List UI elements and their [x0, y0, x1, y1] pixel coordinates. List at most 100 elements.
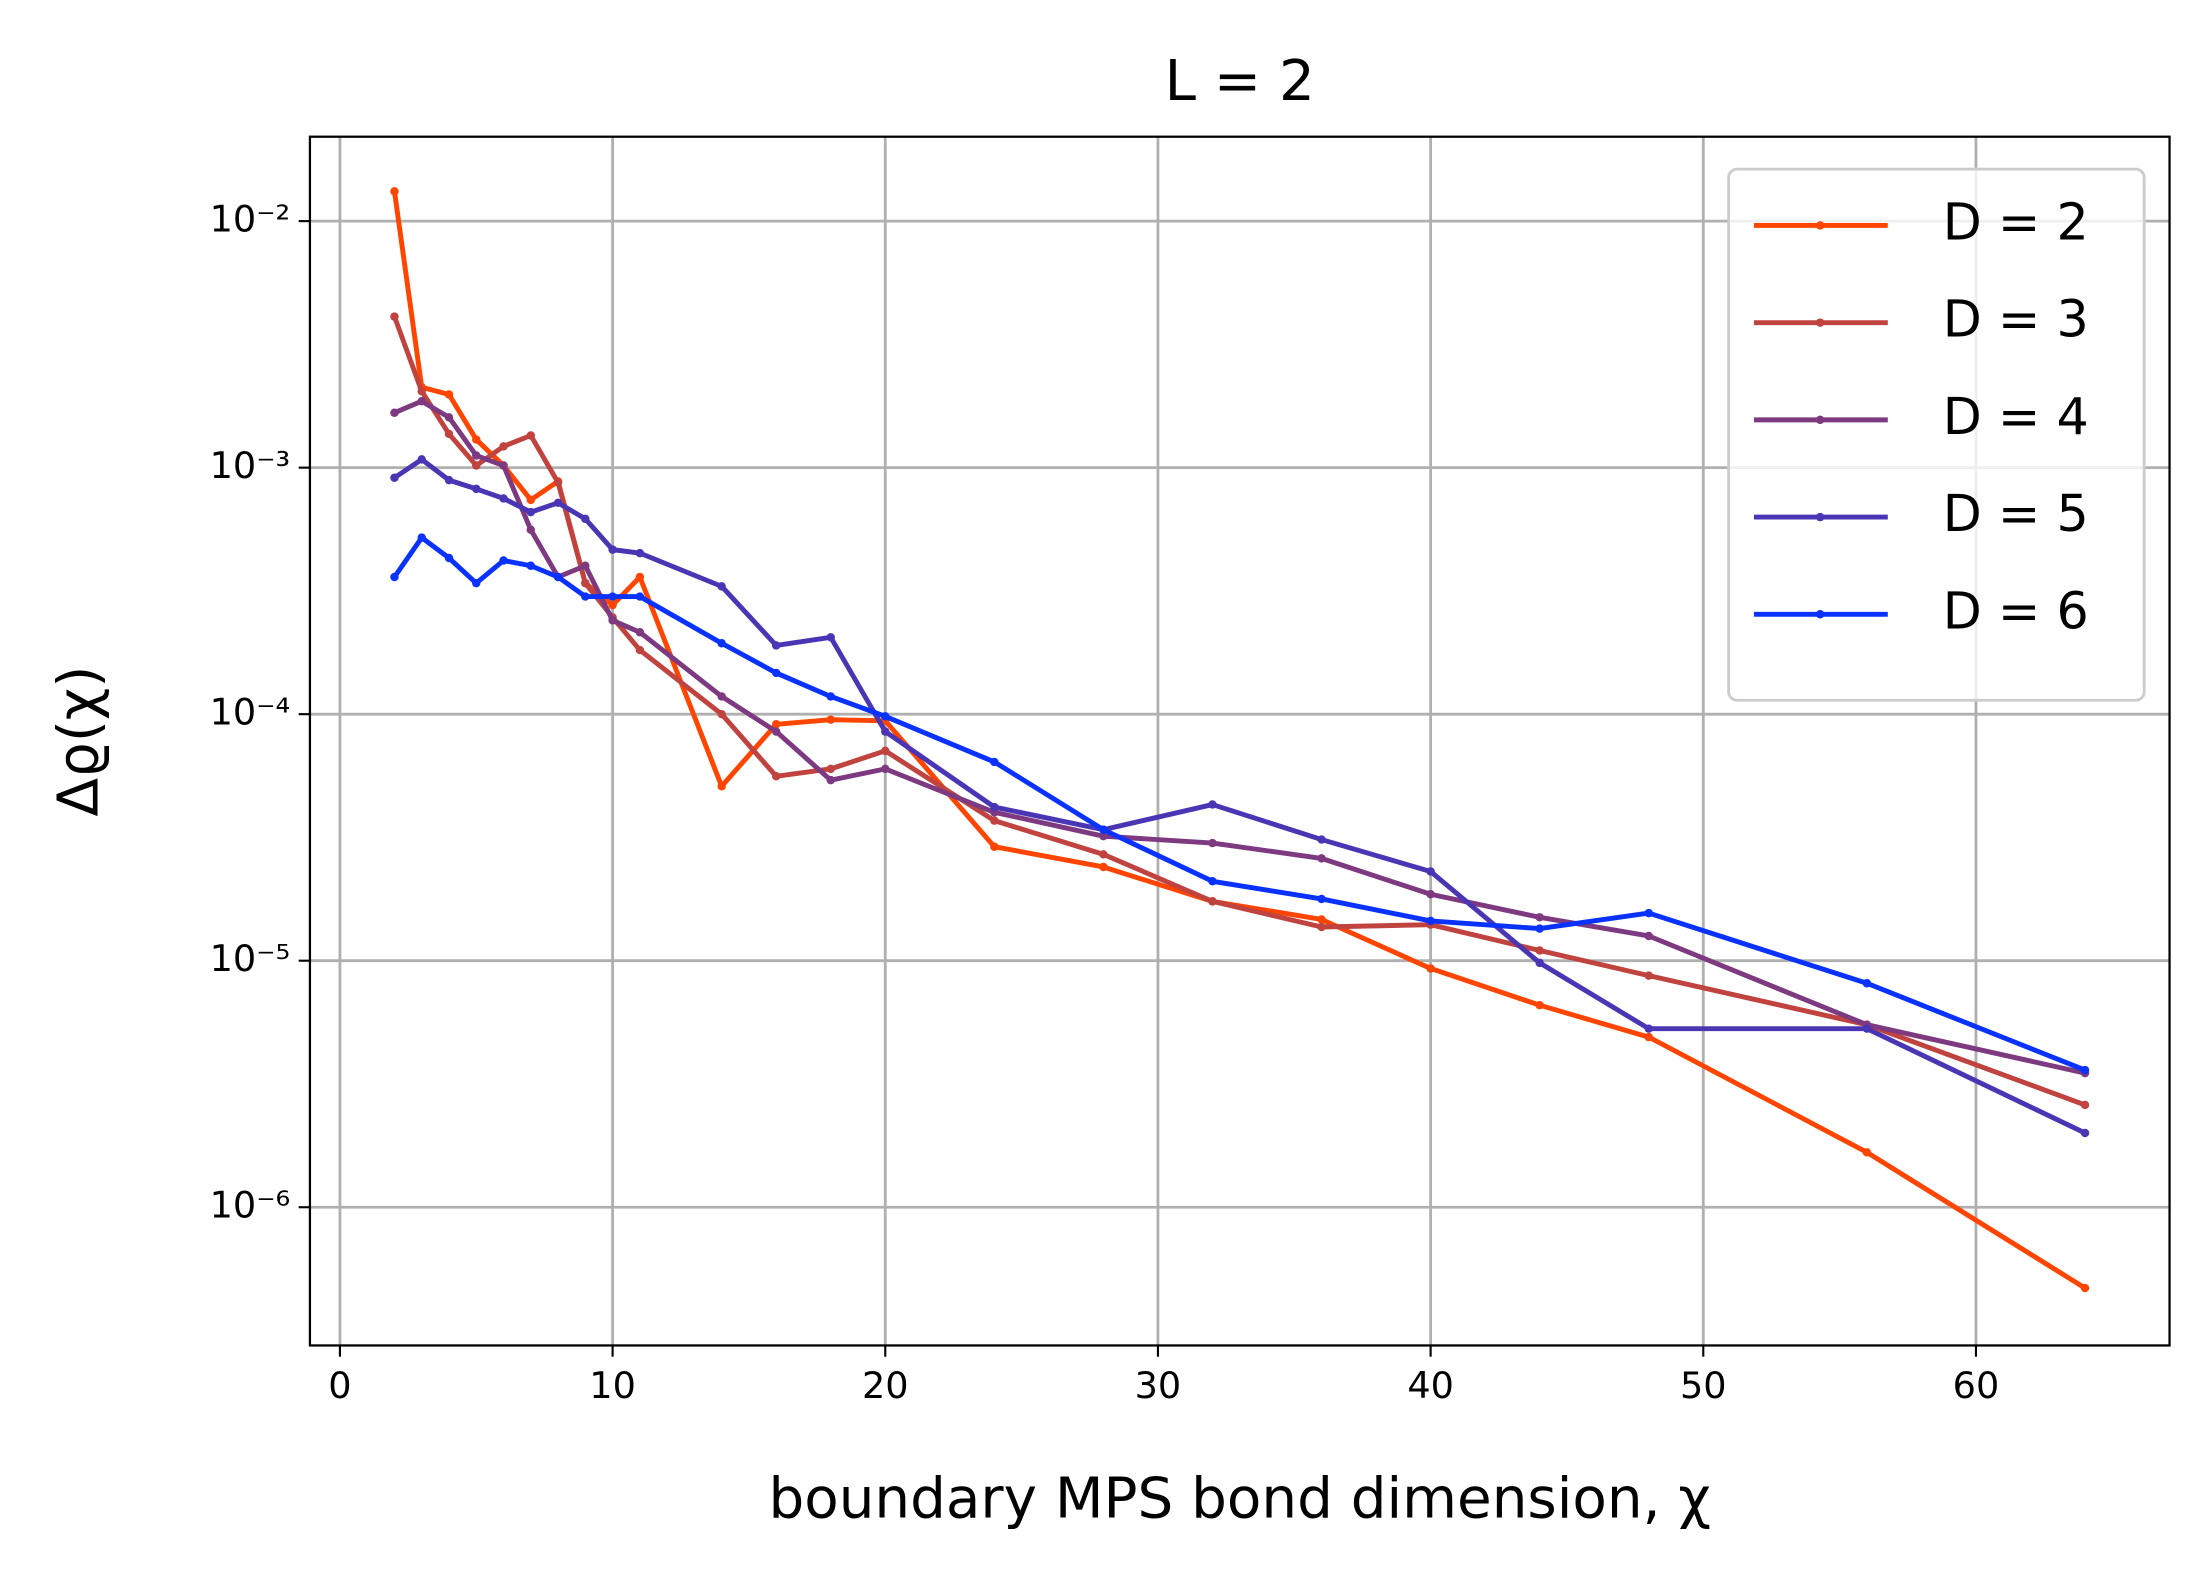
x-tick-label: 20: [862, 1364, 909, 1407]
data-point: [635, 645, 645, 655]
data-point: [499, 556, 508, 565]
data-point: [1426, 867, 1435, 876]
data-point: [1644, 931, 1653, 941]
legend-label: D = 4: [1943, 387, 2089, 446]
data-point: [635, 548, 645, 558]
data-point: [472, 435, 481, 444]
data-point: [717, 692, 726, 701]
data-point: [526, 431, 536, 440]
data-point: [771, 727, 781, 736]
data-point: [417, 455, 426, 464]
data-point: [390, 312, 399, 321]
legend-label: D = 2: [1943, 192, 2089, 251]
data-point: [2080, 1100, 2090, 1110]
data-point: [1535, 958, 1544, 968]
data-point: [881, 764, 890, 774]
data-point: [990, 816, 999, 825]
legend-marker: [1815, 610, 1825, 619]
x-tick-label: 30: [1135, 1364, 1182, 1407]
data-point: [553, 572, 563, 582]
legend-marker: [1815, 512, 1825, 522]
data-point: [1317, 922, 1326, 932]
data-point: [1317, 915, 1326, 924]
data-point: [499, 494, 508, 503]
data-point: [526, 525, 536, 534]
data-point: [826, 775, 835, 785]
data-point: [608, 545, 617, 554]
data-point: [417, 533, 426, 542]
data-point: [990, 802, 999, 812]
data-point: [417, 396, 426, 406]
data-point: [826, 715, 835, 724]
data-point: [390, 408, 399, 417]
data-point: [826, 764, 835, 774]
data-point: [635, 592, 645, 601]
x-tick-label: 50: [1680, 1364, 1727, 1407]
data-point: [444, 429, 454, 439]
data-point: [1099, 831, 1108, 841]
data-point: [2080, 1128, 2090, 1138]
x-tick-label: 0: [328, 1364, 351, 1407]
legend-marker: [1815, 221, 1825, 230]
legend-box: [1727, 167, 2146, 702]
data-point: [526, 561, 536, 570]
x-tick-label: 10: [589, 1364, 636, 1407]
data-point: [1535, 1000, 1544, 1010]
chart-title: L = 2: [1165, 49, 1315, 114]
data-point: [1099, 862, 1108, 872]
data-point: [771, 772, 781, 781]
data-point: [826, 692, 835, 701]
data-point: [990, 757, 999, 767]
data-point: [553, 478, 563, 487]
data-point: [1862, 979, 1872, 988]
data-point: [1208, 877, 1217, 886]
data-point: [1535, 946, 1544, 955]
data-point: [826, 633, 835, 642]
data-point: [1426, 916, 1435, 926]
data-point: [608, 592, 617, 601]
legend-label: D = 5: [1943, 484, 2089, 543]
data-point: [1535, 924, 1544, 933]
legend-label: D = 6: [1943, 581, 2089, 640]
data-point: [1644, 971, 1653, 980]
data-point: [771, 720, 781, 729]
data-point: [608, 600, 617, 610]
data-point: [771, 668, 781, 678]
data-point: [1099, 825, 1108, 834]
data-point: [635, 572, 645, 582]
data-point: [717, 782, 726, 791]
data-point: [1644, 1024, 1653, 1033]
data-point: [1317, 835, 1326, 844]
data-point: [881, 746, 890, 756]
data-point: [1426, 890, 1435, 899]
data-point: [444, 390, 454, 399]
data-point: [390, 473, 399, 482]
data-point: [1862, 1024, 1872, 1033]
y-tick-label: 10⁻⁴: [210, 691, 291, 734]
data-point: [472, 484, 481, 494]
data-point: [1317, 894, 1326, 904]
data-point: [417, 387, 426, 396]
data-point: [390, 187, 399, 196]
data-point: [390, 572, 399, 582]
data-point: [1426, 964, 1435, 973]
data-point: [881, 712, 890, 721]
x-tick-label: 40: [1407, 1364, 1454, 1407]
data-point: [581, 514, 590, 524]
y-tick-label: 10⁻³: [210, 444, 291, 487]
data-point: [1644, 1032, 1653, 1042]
data-point: [553, 498, 563, 508]
data-point: [2080, 1283, 2090, 1293]
data-point: [1644, 908, 1653, 918]
data-point: [1208, 800, 1217, 809]
data-point: [717, 709, 726, 719]
data-point: [1535, 913, 1544, 922]
data-point: [608, 616, 617, 625]
data-point: [2080, 1065, 2090, 1075]
x-axis-label: boundary MPS bond dimension, χ: [768, 1466, 1711, 1531]
legend-label: D = 3: [1943, 290, 2089, 349]
data-point: [717, 582, 726, 591]
data-point: [444, 475, 454, 485]
y-tick-label: 10⁻²: [210, 198, 291, 241]
